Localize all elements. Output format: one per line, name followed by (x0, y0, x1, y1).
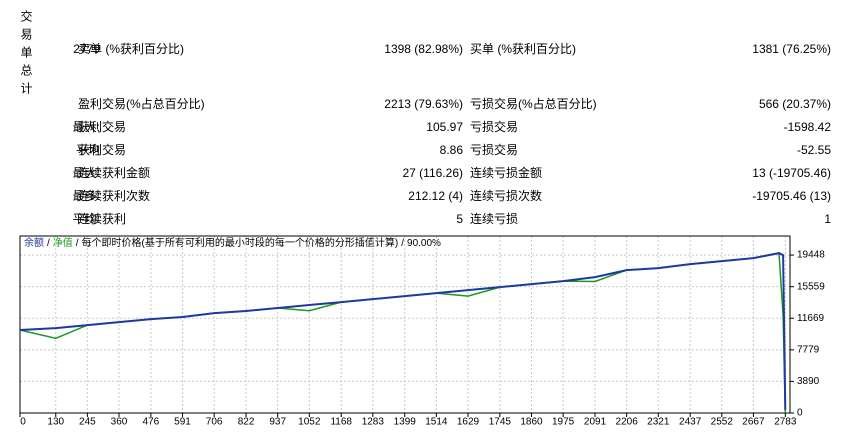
stat-label: 亏损交易 (470, 143, 519, 157)
legend-entry: 净值 (53, 236, 73, 249)
stat-value: 566 (20.37%) (758, 97, 831, 111)
stat-value: -52.55 (796, 143, 831, 157)
y-tick-label: 0 (797, 408, 803, 419)
legend-quality: 90.00% (407, 238, 441, 249)
legend-separator: / (401, 238, 404, 249)
stat-label: 盈利交易(%占总百分比) (78, 97, 205, 111)
legend-entry: 余额 (24, 236, 44, 249)
x-tick-label: 2783 (774, 417, 797, 428)
legend-description: 每个即时价格(基于所有可利用的最小时段的每一个价格的分形插值计算) (82, 236, 399, 249)
y-tick-label: 3890 (797, 376, 820, 387)
x-tick-label: 822 (238, 417, 255, 428)
stat-label: 亏损交易(%占总百分比) (470, 97, 597, 111)
legend-separator: / (47, 238, 50, 249)
stat-value: 1398 (82.98%) (384, 42, 463, 56)
stat-label: 连续亏损 (470, 212, 519, 226)
stat-label: 亏损交易 (470, 120, 519, 134)
stat-value: 105.97 (426, 120, 463, 134)
plot-frame (19, 235, 791, 414)
x-tick-label: 1745 (489, 417, 512, 428)
x-tick-label: 706 (206, 417, 223, 428)
x-tick-label: 1283 (362, 417, 385, 428)
stat-label: 获利交易 (78, 120, 127, 134)
x-tick-label: 1860 (520, 417, 543, 428)
series-line (19, 252, 787, 411)
x-tick-label: 1975 (552, 417, 575, 428)
stat-label: 连续亏损金额 (470, 166, 543, 180)
legend: 余额 / 净值 / 每个即时价格(基于所有可利用的最小时段的每一个价格的分形插值计算) /… (24, 236, 441, 249)
row-lead: 平均 (75, 143, 100, 157)
stat-value: 27 (116.26) (402, 166, 464, 180)
x-tick-label: 130 (47, 417, 64, 428)
row-lead: 最多: (72, 189, 100, 203)
stat-label: 连续亏损次数 (470, 189, 543, 203)
stat-value: 8.86 (439, 143, 463, 157)
x-tick-label: 2091 (584, 417, 607, 428)
stat-label: 买单 (%获利百分比) (470, 42, 576, 56)
row-lead: 最大: (72, 120, 100, 134)
x-tick-label: 591 (174, 417, 191, 428)
x-tick-label: 2437 (679, 417, 702, 428)
x-tick-label: 2667 (742, 417, 765, 428)
stat-value: 5 (456, 212, 463, 226)
x-tick-label: 2321 (647, 417, 670, 428)
stat-value: 1381 (76.25%) (752, 42, 831, 56)
y-tick-label: 19448 (797, 250, 825, 261)
x-tick-label: 476 (143, 417, 160, 428)
stat-label: 连续获利次数 (78, 189, 151, 203)
stat-label: 连续获利金额 (78, 166, 151, 180)
stat-label: 卖单 (%获利百分比) (78, 42, 184, 56)
x-tick-label: 245 (79, 417, 96, 428)
x-tick-label: 1052 (298, 417, 321, 428)
stat-value: 1 (824, 212, 831, 226)
x-tick-label: 2206 (616, 417, 639, 428)
x-tick-label: 1168 (330, 417, 352, 428)
stat-value: -19705.46 (13) (752, 189, 831, 203)
x-tick-label: 1629 (457, 417, 480, 428)
x-tick-label: 1514 (425, 417, 448, 428)
row-lead: 2779 (73, 42, 100, 56)
y-tick-label: 11669 (797, 313, 825, 324)
stat-label: 连续获利 (78, 212, 127, 226)
legend-separator: / (76, 238, 79, 249)
stat-value: 212.12 (4) (408, 189, 463, 203)
x-tick-label: 360 (111, 417, 128, 428)
row-lead: 平均: (72, 212, 100, 226)
row-lead: 最大: (72, 166, 100, 180)
side-label: 交易单总计 (19, 10, 33, 100)
x-tick-label: 937 (269, 417, 286, 428)
x-tick-label: 2552 (711, 417, 734, 428)
series-line (19, 252, 787, 414)
stat-value: 13 (-19705.46) (752, 166, 831, 180)
x-tick-label: 1399 (394, 417, 417, 428)
x-tick-label: 0 (20, 417, 26, 428)
y-tick-label: 7779 (797, 344, 820, 355)
stat-value: 2213 (79.63%) (384, 97, 463, 111)
stat-value: -1598.42 (783, 120, 831, 134)
y-tick-label: 15559 (797, 281, 825, 292)
stat-label: 获利交易 (78, 143, 127, 157)
